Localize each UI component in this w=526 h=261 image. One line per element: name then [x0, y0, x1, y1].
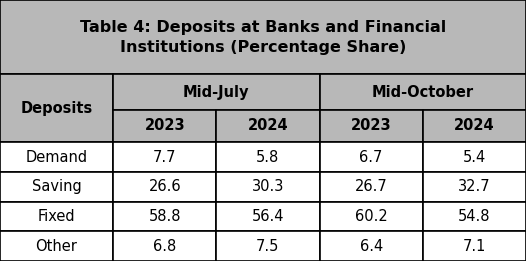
Text: Deposits: Deposits	[21, 101, 93, 116]
Text: 2023: 2023	[351, 118, 391, 133]
Bar	[216, 231, 320, 261]
Text: Fixed: Fixed	[38, 209, 75, 224]
Text: 7.1: 7.1	[463, 239, 486, 254]
Text: 56.4: 56.4	[251, 209, 284, 224]
Text: 26.6: 26.6	[148, 179, 181, 194]
Text: Demand: Demand	[25, 150, 88, 165]
Bar	[423, 202, 526, 231]
Text: 26.7: 26.7	[355, 179, 388, 194]
Text: 2024: 2024	[454, 118, 494, 133]
Text: Mid-July: Mid-July	[183, 85, 249, 99]
Bar	[113, 231, 216, 261]
Text: 60.2: 60.2	[355, 209, 388, 224]
Text: 6.8: 6.8	[153, 239, 176, 254]
Text: 6.7: 6.7	[359, 150, 383, 165]
Bar	[0, 0, 526, 74]
Text: 32.7: 32.7	[458, 179, 491, 194]
Text: Other: Other	[36, 239, 77, 254]
Bar	[320, 202, 423, 231]
Bar	[113, 172, 216, 202]
Bar	[320, 231, 423, 261]
Bar	[423, 172, 526, 202]
Text: 54.8: 54.8	[458, 209, 491, 224]
Bar	[320, 172, 423, 202]
Bar	[0, 142, 113, 172]
Bar	[423, 110, 526, 142]
Text: Table 4: Deposits at Banks and Financial
Institutions (Percentage Share): Table 4: Deposits at Banks and Financial…	[80, 20, 446, 55]
Bar	[423, 142, 526, 172]
Bar	[113, 74, 320, 110]
Text: 7.7: 7.7	[153, 150, 176, 165]
Bar	[0, 202, 113, 231]
Bar	[113, 110, 216, 142]
Bar	[216, 172, 320, 202]
Text: 6.4: 6.4	[360, 239, 383, 254]
Bar	[320, 142, 423, 172]
Bar	[216, 142, 320, 172]
Bar	[0, 172, 113, 202]
Bar	[320, 110, 423, 142]
Bar	[0, 74, 113, 142]
Text: 2024: 2024	[248, 118, 288, 133]
Bar	[320, 74, 526, 110]
Bar	[216, 202, 320, 231]
Bar	[113, 202, 216, 231]
Text: 2023: 2023	[145, 118, 185, 133]
Text: Saving: Saving	[32, 179, 82, 194]
Bar	[0, 231, 113, 261]
Text: 7.5: 7.5	[256, 239, 280, 254]
Text: Mid-October: Mid-October	[372, 85, 474, 99]
Text: 5.4: 5.4	[463, 150, 486, 165]
Bar	[113, 142, 216, 172]
Bar	[216, 110, 320, 142]
Bar	[423, 231, 526, 261]
Text: 5.8: 5.8	[256, 150, 279, 165]
Text: 58.8: 58.8	[148, 209, 181, 224]
Text: 30.3: 30.3	[252, 179, 284, 194]
